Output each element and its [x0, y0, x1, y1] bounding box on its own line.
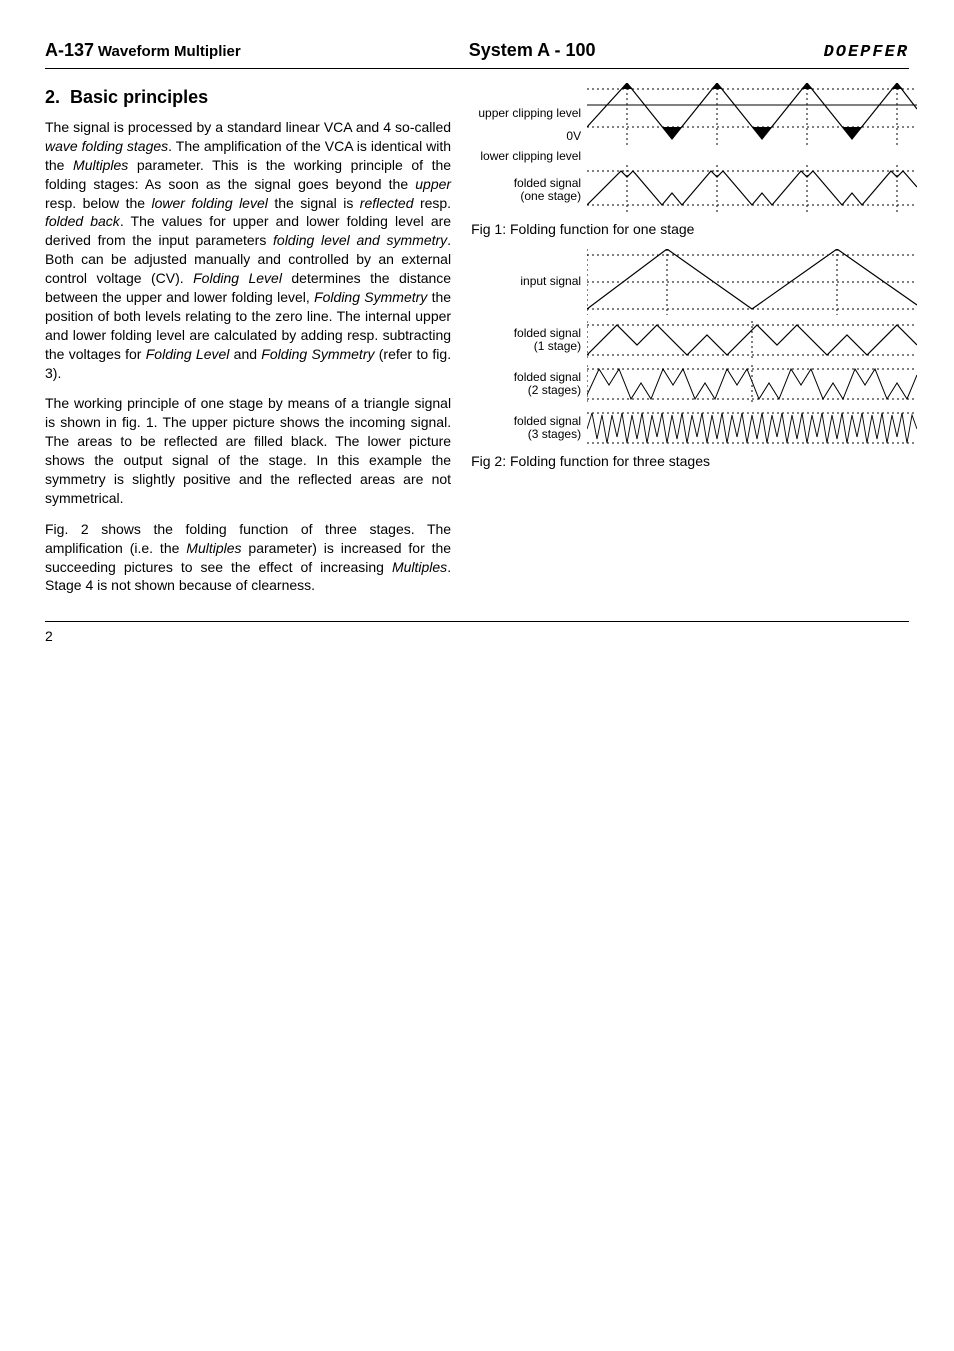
figure-2: input signal folded signal (1 stage) — [471, 249, 917, 447]
section-heading: 2. Basic principles — [45, 87, 451, 108]
model-number: A-137 — [45, 40, 94, 60]
page-header: A-137 Waveform Multiplier System A - 100… — [45, 40, 909, 69]
figures-column: upper clipping level — [471, 83, 917, 607]
fig2-input-wave-icon — [587, 249, 917, 315]
fig2-caption: Fig 2: Folding function for three stages — [471, 453, 917, 469]
paragraph-2: The working principle of one stage by me… — [45, 394, 451, 507]
fig1-caption: Fig 1: Folding function for one stage — [471, 221, 917, 237]
fig1-label-lower: lower clipping level — [480, 150, 581, 163]
header-left: A-137 Waveform Multiplier — [45, 40, 241, 61]
fig2-stage2-wave-icon — [587, 365, 917, 403]
figure-1: upper clipping level — [471, 83, 917, 215]
fig1-label-folded: folded signal (one stage) — [471, 177, 587, 203]
system-title: System A - 100 — [469, 40, 596, 61]
product-name: Waveform Multiplier — [98, 43, 241, 60]
brand-logo-text: DOEPFER — [824, 43, 909, 62]
page-number: 2 — [45, 628, 53, 644]
paragraph-1: The signal is processed by a standard li… — [45, 118, 451, 382]
fig1-label-0v: 0V — [566, 130, 581, 143]
text-column: 2. Basic principles The signal is proces… — [45, 83, 451, 607]
fig2-stage3-wave-icon — [587, 409, 917, 447]
fig2-stage1-wave-icon — [587, 321, 917, 359]
fig2-label-input: input signal — [471, 275, 587, 288]
fig2-label-s3: folded signal (3 stages) — [471, 415, 587, 441]
fig1-label-upper: upper clipping level — [471, 107, 587, 120]
paragraph-3: Fig. 2 shows the folding function of thr… — [45, 520, 451, 596]
page-footer: 2 — [45, 621, 909, 644]
fig2-label-s1: folded signal (1 stage) — [471, 327, 587, 353]
fig2-label-s2: folded signal (2 stages) — [471, 371, 587, 397]
section-title: Basic principles — [70, 87, 208, 107]
section-number: 2. — [45, 87, 60, 107]
fig1-folded-wave-icon — [587, 165, 917, 215]
